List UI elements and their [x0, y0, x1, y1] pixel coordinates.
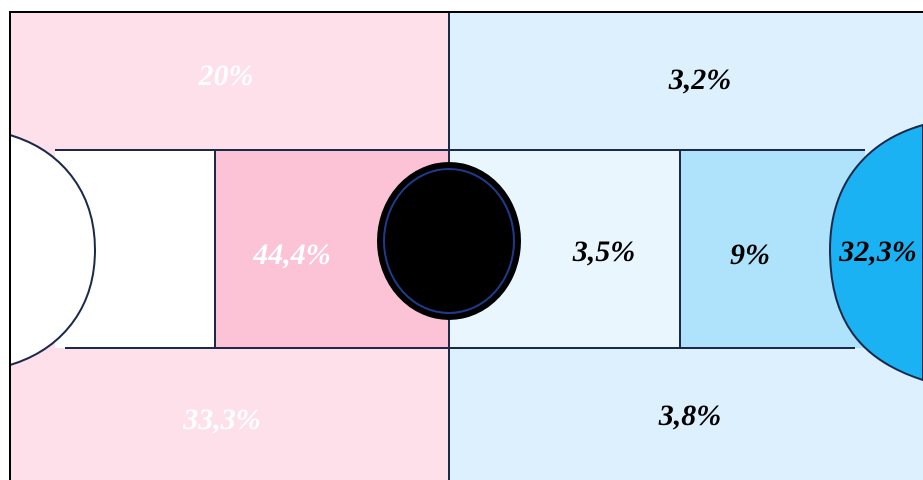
center-circle-ring	[383, 168, 515, 314]
center-circle	[377, 162, 521, 320]
zone-label: 3,8%	[658, 399, 722, 432]
zone-label: 3,2%	[668, 63, 732, 96]
zone-label: 32,3%	[838, 235, 917, 268]
zone-label: 20%	[198, 59, 254, 92]
zone-label: 9%	[730, 238, 770, 271]
left-goal	[9, 133, 97, 367]
zone-label: 0%	[122, 243, 154, 269]
zone-label: 0%	[29, 243, 61, 269]
zone-label: 44,4%	[252, 238, 331, 271]
border	[9, 11, 923, 480]
right-goal	[828, 123, 923, 382]
zone-label: 33,3%	[182, 403, 261, 436]
zone-label: 3,5%	[572, 235, 636, 268]
